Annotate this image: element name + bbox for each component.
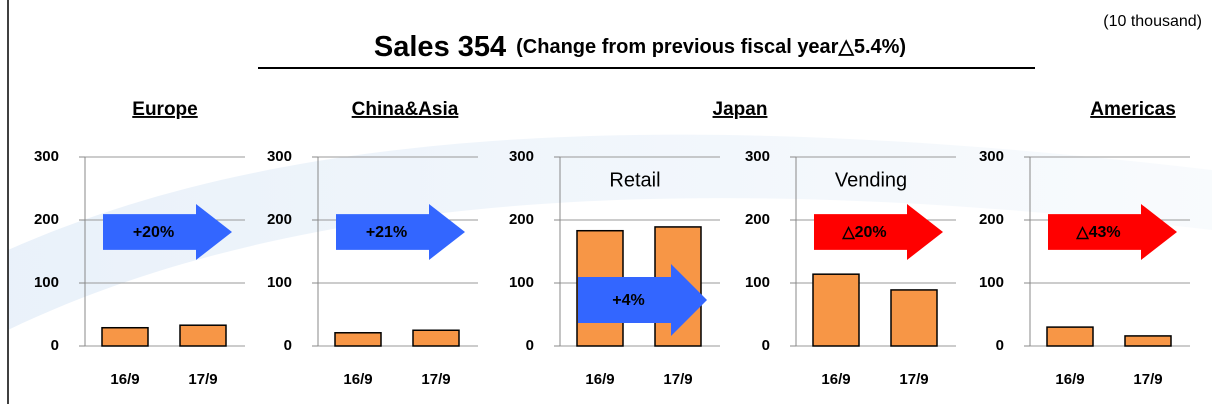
arrow	[814, 204, 943, 260]
bar	[890, 289, 938, 347]
y-tick-label: 0	[51, 337, 59, 354]
region-label: Europe	[132, 99, 197, 120]
y-tick-label: 200	[509, 211, 534, 228]
y-tick-label: 100	[509, 274, 534, 291]
y-tick-label: 300	[745, 148, 770, 165]
y-tick-label: 200	[979, 211, 1004, 228]
bar	[179, 324, 227, 347]
arrow-label: +21%	[366, 224, 407, 241]
y-tick-label: 0	[762, 337, 770, 354]
arrow	[1048, 204, 1177, 260]
subtitle: (Change from previous fiscal year△5.4%)	[516, 36, 906, 58]
region-label: Japan	[713, 99, 768, 120]
x-tick-label: 17/9	[899, 371, 928, 388]
unit: (10 thousand)	[1103, 13, 1202, 30]
arrow	[103, 204, 232, 260]
bar	[412, 329, 460, 347]
arrow-label: △43%	[1075, 224, 1120, 241]
x-tick-label: 17/9	[1133, 371, 1162, 388]
x-tick-label: 16/9	[821, 371, 850, 388]
y-tick-label: 300	[509, 148, 534, 165]
bar	[1046, 326, 1094, 347]
y-tick-label: 200	[745, 211, 770, 228]
bar	[101, 326, 149, 347]
slide-title: Sales 354 (Change from previous fiscal ye…	[374, 31, 906, 63]
x-tick-label: 17/9	[188, 371, 217, 388]
x-tick-label: 16/9	[110, 371, 139, 388]
arrow-label: +20%	[133, 224, 174, 241]
arrow	[336, 204, 465, 260]
y-tick-label: 0	[526, 337, 534, 354]
bar	[812, 273, 860, 347]
y-tick-label: 100	[745, 274, 770, 291]
y-tick-label: 200	[34, 211, 59, 228]
arrow-label: +4%	[612, 292, 644, 309]
y-tick-label: 200	[267, 211, 292, 228]
arrow-label: △20%	[841, 224, 886, 241]
x-tick-label: 16/9	[343, 371, 372, 388]
bar	[1124, 335, 1172, 347]
y-tick-label: 300	[979, 148, 1004, 165]
x-tick-label: 16/9	[1055, 371, 1084, 388]
arrow	[578, 264, 707, 336]
x-tick-label: 17/9	[663, 371, 692, 388]
y-tick-label: 0	[284, 337, 292, 354]
chart-label: Retail	[609, 169, 660, 191]
y-tick-label: 300	[34, 148, 59, 165]
chart-label: Vending	[835, 169, 907, 191]
title: Sales 354	[374, 31, 506, 63]
x-tick-label: 17/9	[421, 371, 450, 388]
region-label: Americas	[1090, 99, 1176, 120]
background-swoosh	[8, 134, 1212, 330]
bar	[334, 332, 382, 347]
y-tick-label: 0	[996, 337, 1004, 354]
y-tick-label: 100	[979, 274, 1004, 291]
x-tick-label: 16/9	[585, 371, 614, 388]
y-tick-label: 100	[34, 274, 59, 291]
region-label: China&Asia	[352, 99, 459, 120]
y-tick-label: 300	[267, 148, 292, 165]
y-tick-label: 100	[267, 274, 292, 291]
